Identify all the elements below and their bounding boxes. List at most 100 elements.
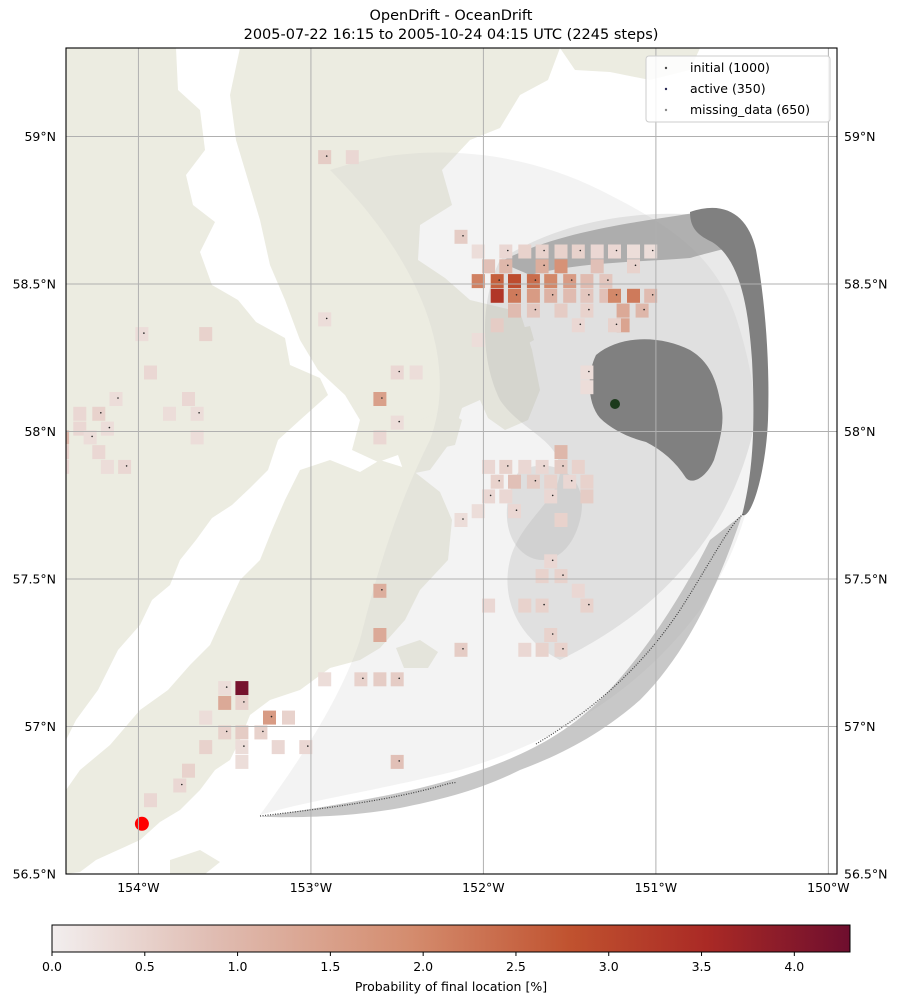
- probability-cell: [499, 489, 513, 504]
- probability-cell: [535, 642, 549, 657]
- particle-dot: [64, 465, 66, 467]
- probability-cell: [580, 303, 594, 318]
- particle-dot: [225, 686, 228, 688]
- particle-dot: [551, 494, 554, 497]
- x-tick-label: 150°W: [807, 880, 849, 895]
- probability-cell: [554, 445, 568, 460]
- x-tick-label: 151°W: [635, 880, 677, 895]
- legend-label-initial: initial (1000): [690, 60, 770, 75]
- y-tick-label-left: 56.5°N: [13, 867, 56, 882]
- particle-dot: [198, 412, 200, 414]
- probability-cell: [235, 740, 249, 755]
- kodiak-land: [66, 460, 452, 874]
- probability-cell: [554, 513, 568, 527]
- probability-cell: [544, 489, 558, 504]
- trajectory-southwest-edge: [259, 782, 457, 817]
- particle-dot: [534, 308, 537, 311]
- probability-cell: [409, 365, 423, 380]
- chart-subtitle: 2005-07-22 16:15 to 2005-10-24 04:15 UTC…: [244, 27, 659, 43]
- probability-cell: [66, 459, 70, 474]
- probability-cell: [83, 430, 97, 445]
- probability-cell: [390, 672, 404, 687]
- probability-cell: [235, 695, 249, 710]
- probability-cell: [173, 778, 187, 793]
- particle-dot: [543, 264, 545, 267]
- probability-cell: [263, 710, 276, 725]
- probability-cell: [271, 740, 285, 755]
- map-area: [64, 48, 837, 874]
- particle-dot: [607, 279, 609, 281]
- y-tick-label-left: 58°N: [24, 424, 56, 439]
- particle-dot: [462, 648, 464, 650]
- y-tick-label-right: 59°N: [844, 129, 876, 144]
- probability-cell: [599, 274, 613, 289]
- probability-cell: [508, 274, 521, 289]
- particle-dot: [381, 397, 383, 399]
- probability-cell: [73, 406, 87, 421]
- colorbar-tick-label: 3.5: [692, 959, 712, 974]
- probability-cell: [644, 288, 658, 303]
- probability-cell: [118, 459, 132, 474]
- probability-cell: [608, 288, 621, 303]
- particle-dot: [362, 677, 364, 680]
- particle-dot: [507, 465, 509, 467]
- trajectory-mid-spread: [485, 213, 763, 660]
- particle-dot: [570, 279, 573, 281]
- trajectory-north-band: [500, 211, 741, 275]
- particle-dot: [381, 589, 383, 591]
- probability-cell: [535, 244, 549, 259]
- mainland-land: [66, 48, 328, 740]
- probability-cell: [163, 406, 176, 421]
- legend-marker-initial: [664, 66, 668, 70]
- probability-cell: [554, 459, 568, 474]
- probability-cell: [218, 681, 232, 696]
- particle-dot: [243, 701, 245, 703]
- chart-title: OpenDrift - OceanDrift: [370, 8, 533, 24]
- probability-cell: [471, 333, 485, 347]
- probability-cell: [482, 259, 496, 274]
- probability-cell: [580, 274, 594, 289]
- particle-dot: [462, 235, 464, 237]
- probability-cell: [526, 474, 540, 489]
- probability-cell: [590, 244, 604, 259]
- probability-cell: [616, 303, 630, 318]
- particle-dot: [64, 450, 66, 452]
- probability-cell: [73, 421, 87, 436]
- map-grid: [66, 48, 837, 874]
- probability-cell: [526, 288, 540, 303]
- probability-cell: [190, 430, 204, 445]
- probability-cell: [627, 244, 640, 259]
- particle-dot: [534, 479, 537, 482]
- probability-cell: [508, 303, 521, 318]
- probability-cell: [100, 421, 114, 436]
- probability-cell: [608, 318, 621, 333]
- particle-dot: [143, 332, 145, 334]
- probability-cell: [544, 474, 558, 489]
- probability-cell: [109, 392, 123, 406]
- probability-cell: [635, 303, 649, 318]
- probability-cell: [299, 740, 313, 755]
- particle-dot: [262, 730, 264, 733]
- particle-dot: [398, 420, 401, 423]
- y-tick-label-right: 57°N: [844, 719, 876, 734]
- probability-cell: [518, 244, 532, 259]
- particle-dot: [398, 370, 401, 373]
- probability-cell: [454, 513, 468, 527]
- probability-cell: [554, 303, 568, 318]
- x-tick-label: 152°W: [462, 880, 504, 895]
- legend-marker-missing: [664, 108, 668, 112]
- particle-dot: [588, 370, 590, 373]
- probability-cell: [482, 489, 496, 504]
- probability-cell: [482, 598, 496, 613]
- particle-dot: [181, 783, 183, 786]
- probability-cell: [554, 244, 568, 259]
- probability-cell: [608, 244, 621, 259]
- probability-cell: [508, 504, 521, 519]
- probability-cell: [390, 754, 404, 769]
- probability-cell: [354, 672, 368, 687]
- colorbar-ticks: 0.0 0.5 1.0 1.5 2.0 2.5 3.0 3.5 4.0: [42, 952, 804, 974]
- probability-cell: [454, 642, 468, 657]
- particle-dot: [634, 264, 637, 267]
- particle-dot: [498, 279, 501, 281]
- colorbar-tick-label: 0.0: [42, 959, 62, 974]
